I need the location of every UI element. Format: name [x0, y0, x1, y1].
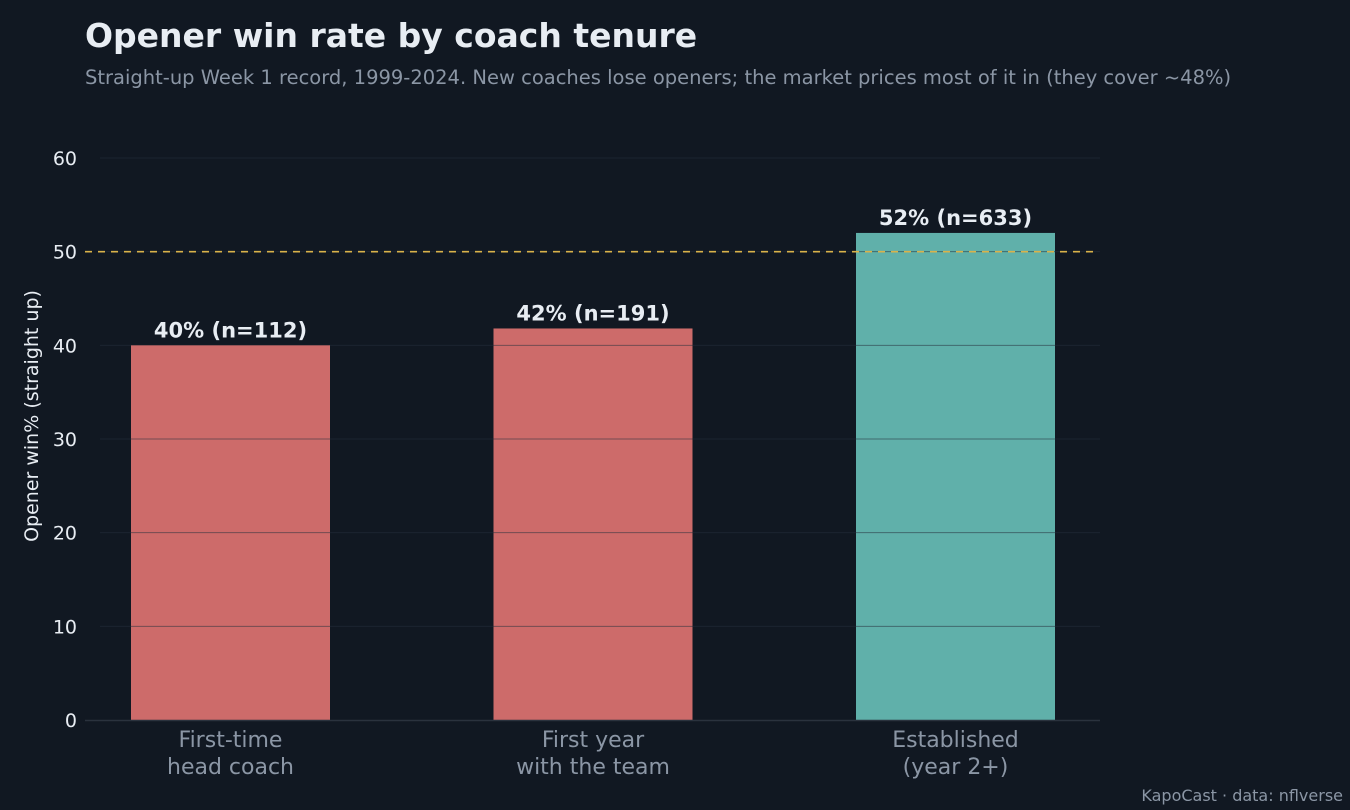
x-tick-label: First year — [542, 728, 645, 753]
chart-title: Opener win rate by coach tenure — [85, 16, 698, 55]
x-tick-label: with the team — [516, 755, 670, 780]
y-axis-label: Opener win% (straight up) — [21, 290, 43, 542]
y-tick-label: 30 — [53, 429, 77, 451]
data-label: 40% (n=112) — [154, 318, 307, 342]
y-tick-label: 60 — [53, 148, 77, 170]
data-label: 52% (n=633) — [879, 206, 1032, 230]
x-tick-label: (year 2+) — [903, 755, 1009, 780]
y-tick-label: 0 — [65, 710, 77, 732]
y-tick-label: 40 — [53, 335, 77, 357]
y-tick-label: 10 — [53, 616, 77, 638]
chart-subtitle: Straight-up Week 1 record, 1999-2024. Ne… — [85, 66, 1232, 89]
x-tick-label: head coach — [167, 755, 294, 780]
x-tick-label: First-time — [179, 728, 283, 753]
y-tick-label: 50 — [53, 242, 77, 264]
source-credit: KapoCast · data: nflverse — [1141, 786, 1343, 805]
bar — [856, 232, 1055, 720]
data-label: 42% (n=191) — [516, 301, 669, 325]
y-tick-label: 20 — [53, 523, 77, 545]
x-tick-label: Established — [892, 728, 1019, 753]
bar — [493, 328, 693, 720]
